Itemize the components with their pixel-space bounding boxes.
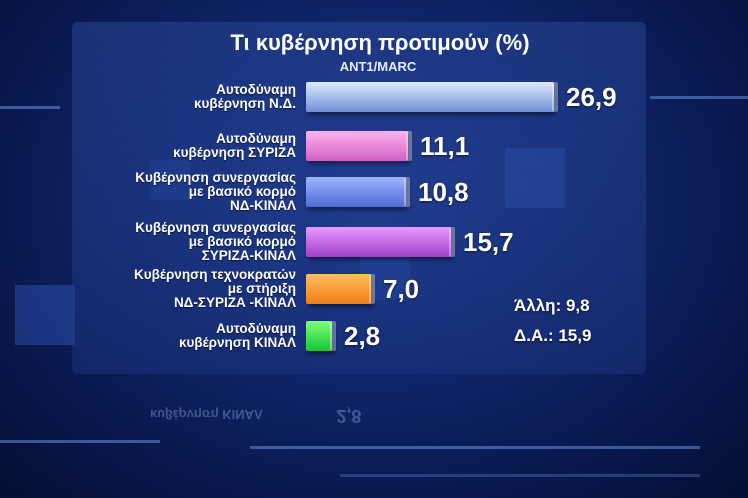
dk-na-label: Δ.Α.: — [514, 326, 554, 345]
bar-label: Αυτοδύναμη κυβέρνηση ΣΥΡΙΖΑ — [173, 132, 296, 160]
bar — [306, 82, 558, 112]
bar-label: Κυβέρνηση συνεργασίας με βασικό κορμό ΣΥΡΙ… — [135, 221, 296, 263]
bar — [306, 177, 410, 207]
bar-label-line: Αυτοδύναμη — [216, 321, 296, 336]
bar-value: 7,0 — [383, 274, 420, 304]
source-label: ANT1/MARC — [339, 59, 417, 74]
background-square — [15, 285, 75, 345]
bar — [306, 274, 375, 304]
background-line — [0, 440, 160, 443]
bar-label: Κυβέρνηση συνεργασίας με βασικό κορμό ΝΔ-Κ… — [135, 171, 296, 213]
bar-label-line: με στήριξη — [227, 281, 296, 296]
bar-value: 2,8 — [344, 321, 381, 351]
other-annotation: Άλλη: 9,8 — [514, 296, 590, 316]
background-line — [340, 474, 700, 477]
bar-label-line: κυβέρνηση ΣΥΡΙΖΑ — [173, 145, 296, 160]
background-line — [250, 446, 700, 449]
background-line — [0, 106, 60, 109]
reflection: κυβέρνηση ΚΙΝΑΛ 2,8 — [150, 405, 361, 426]
bar-value: 11,1 — [420, 131, 470, 161]
bar — [306, 131, 412, 161]
dk-na-value: 15,9 — [558, 326, 592, 345]
reflection-value: 2,8 — [336, 406, 362, 426]
bar-label-line: με βασικό κορμό — [188, 184, 296, 199]
other-label: Άλλη: — [514, 296, 562, 315]
bar-value: 26,9 — [566, 82, 617, 112]
bar-label-line: Κυβέρνηση τεχνοκρατών — [134, 267, 296, 282]
bar-label-line: κυβέρνηση ΚΙΝΑΛ — [178, 335, 296, 350]
bar-value: 10,8 — [418, 177, 469, 207]
bar-label-line: κυβέρνηση Ν.Δ. — [193, 96, 296, 111]
chart-title: Τι κυβέρνηση προτιμούν (%) — [230, 30, 530, 55]
bar-label-line: ΝΔ-ΣΥΡΙΖΑ -ΚΙΝΑΛ — [173, 295, 296, 310]
background-line — [650, 96, 748, 99]
reflection-text: κυβέρνηση ΚΙΝΑΛ — [150, 407, 263, 422]
bar-label-line: Κυβέρνηση συνεργασίας — [135, 170, 296, 185]
bar-label: Αυτοδύναμη κυβέρνηση ΚΙΝΑΛ — [179, 322, 296, 350]
bar-label: Αυτοδύναμη κυβέρνηση Ν.Δ. — [194, 83, 296, 111]
bar-label-line: Κυβέρνηση συνεργασίας — [135, 220, 296, 235]
bar-label: Κυβέρνηση τεχνοκρατών με στήριξη ΝΔ-ΣΥΡΙΖΑ… — [134, 268, 296, 310]
bar-label-line: ΝΔ-ΚΙΝΑΛ — [230, 198, 296, 213]
bar-label-line: με βασικό κορμό — [188, 234, 296, 249]
bar — [306, 321, 336, 351]
bar — [306, 227, 455, 257]
bar-label-line: Αυτοδύναμη — [216, 82, 296, 97]
dk-na-annotation: Δ.Α.: 15,9 — [514, 326, 591, 346]
other-value: 9,8 — [565, 296, 590, 315]
bar-label-line: ΣΥΡΙΖΑ-ΚΙΝΑΛ — [201, 248, 296, 263]
bar-label-line: Αυτοδύναμη — [216, 131, 296, 146]
bar-value: 15,7 — [463, 227, 514, 257]
